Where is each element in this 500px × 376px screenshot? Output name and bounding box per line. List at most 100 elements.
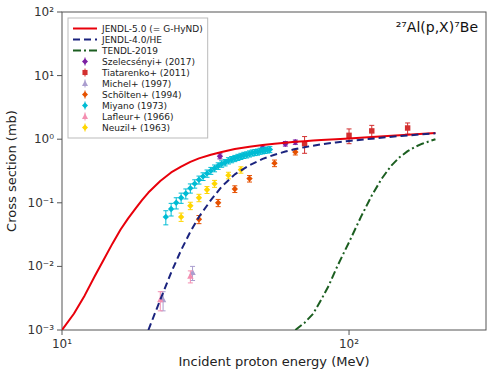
y-tick-label: 10¹	[34, 69, 54, 83]
x-tick	[62, 330, 63, 335]
data-point	[346, 133, 351, 138]
legend-swatch	[82, 59, 88, 65]
error-bar	[179, 193, 184, 203]
legend-swatch	[73, 50, 97, 52]
data-point	[178, 195, 184, 201]
legend-item: Neuzil+ (1963)	[82, 123, 170, 133]
legend-item: TENDL-2019	[73, 46, 158, 56]
data-point	[163, 214, 169, 220]
data-point	[196, 195, 202, 201]
error-bar	[272, 160, 277, 167]
legend-item: Michel+ (1997)	[82, 79, 171, 89]
legend-label: Neuzil+ (1963)	[102, 123, 170, 133]
error-bar	[188, 271, 193, 283]
data-point	[225, 172, 231, 178]
y-tick	[57, 12, 62, 13]
data-point	[405, 125, 410, 130]
y-tick	[57, 75, 62, 76]
y-tick-label: 10⁻³	[28, 323, 55, 337]
error-bar	[247, 176, 252, 182]
chart: 10¹10²10⁻³10⁻²10⁻¹10⁰10¹10²Incident prot…	[0, 0, 500, 376]
y-tick	[57, 202, 62, 203]
data-point	[232, 186, 238, 192]
series	[196, 149, 299, 224]
series-line	[62, 133, 435, 330]
data-point	[178, 214, 184, 220]
data-point	[271, 160, 277, 166]
x-axis-label: Incident proton energy (MeV)	[179, 354, 370, 369]
legend-label: JENDL-5.0 (= G-HyND)	[101, 24, 203, 34]
error-bar	[188, 184, 193, 193]
plot-frame	[62, 12, 486, 330]
error-bar	[169, 203, 174, 216]
data-point	[168, 206, 174, 212]
error-bar	[217, 154, 222, 159]
legend-label: JENDL-4.0/HE	[101, 35, 162, 45]
series-line	[148, 133, 435, 330]
data-point	[246, 175, 252, 181]
error-bar	[196, 194, 201, 201]
legend-swatch	[73, 39, 97, 41]
series	[62, 133, 435, 330]
plot-area	[62, 12, 486, 330]
legend-swatch	[82, 103, 88, 109]
y-tick	[57, 139, 62, 140]
legend-swatch	[82, 70, 87, 75]
data-point	[187, 273, 193, 279]
data-point	[204, 187, 210, 193]
y-tick-label: 10⁻²	[28, 259, 55, 273]
legend-item: Tiatarenko+ (2011)	[82, 68, 189, 78]
error-bar	[405, 123, 410, 134]
error-bar	[174, 198, 179, 209]
error-bar	[188, 202, 193, 209]
x-tick	[349, 330, 350, 335]
legend-item: Schölten+ (1994)	[82, 90, 181, 100]
legend-item: JENDL-4.0/HE	[73, 35, 162, 45]
data-point	[267, 146, 273, 152]
legend: JENDL-5.0 (= G-HyND)JENDL-4.0/HETENDL-20…	[68, 18, 208, 138]
legend-box	[68, 18, 208, 138]
legend-swatch	[82, 125, 88, 131]
legend-label: Miyano (1973)	[102, 101, 167, 111]
legend-swatch	[82, 113, 88, 119]
error-bar	[183, 189, 188, 199]
y-tick-label: 10⁰	[34, 132, 54, 146]
legend-swatch	[82, 80, 88, 86]
series	[163, 146, 273, 225]
data-point	[173, 200, 179, 206]
series	[295, 139, 435, 330]
x-tick-label: 10¹	[52, 337, 72, 351]
legend-swatch	[82, 92, 88, 98]
legend-item: JENDL-5.0 (= G-HyND)	[73, 24, 203, 34]
legend-label: Michel+ (1997)	[102, 79, 171, 89]
series	[157, 271, 193, 311]
legend-label: Tiatarenko+ (2011)	[101, 68, 190, 78]
title: ²⁷Al(p,X)⁷Be	[396, 19, 478, 35]
series-line	[295, 139, 435, 330]
error-bar	[226, 172, 231, 179]
data-point	[211, 180, 217, 186]
error-bar	[302, 137, 307, 154]
legend-label: TENDL-2019	[101, 46, 158, 56]
y-tick	[57, 266, 62, 267]
data-point	[369, 128, 374, 133]
data	[62, 123, 435, 330]
error-bar	[212, 180, 217, 187]
error-bar	[205, 187, 210, 194]
y-tick	[57, 330, 62, 331]
data-point	[187, 203, 193, 209]
y-tick-label: 10²	[34, 5, 54, 19]
legend-label: Szelecsényi+ (2017)	[102, 57, 195, 67]
error-bar	[179, 213, 184, 221]
legend-swatch	[73, 28, 97, 30]
y-axis-label: Cross section (mb)	[4, 110, 19, 232]
series	[148, 133, 435, 330]
legend-item: Szelecsényi+ (2017)	[82, 57, 195, 67]
legend-item: Lafleur+ (1966)	[82, 112, 173, 122]
y-tick-label: 10⁻¹	[28, 196, 55, 210]
legend-label: Schölten+ (1994)	[102, 90, 181, 100]
error-bar	[232, 186, 237, 193]
error-bar	[216, 199, 221, 206]
error-bar	[163, 211, 168, 225]
axes: 10¹10²10⁻³10⁻²10⁻¹10⁰10¹10²	[28, 5, 486, 351]
